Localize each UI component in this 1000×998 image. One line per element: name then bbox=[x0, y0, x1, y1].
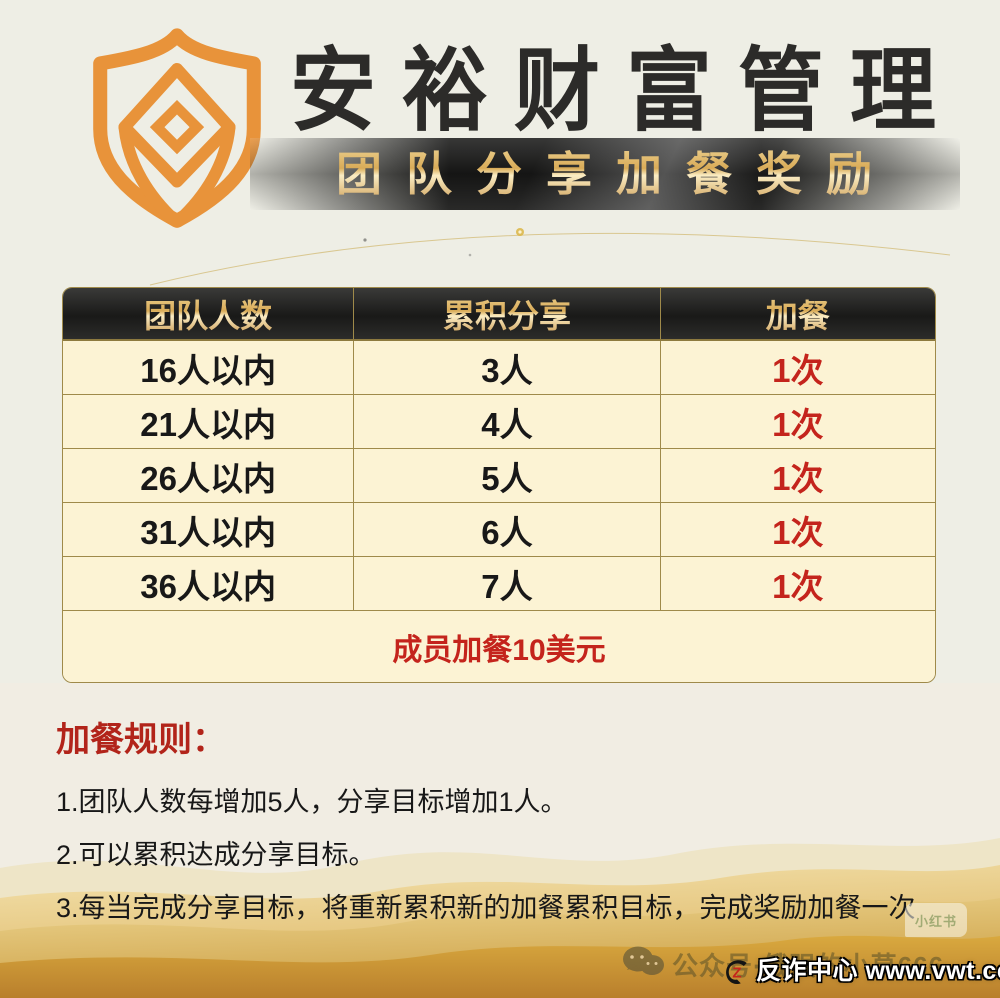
svg-text:Z: Z bbox=[732, 964, 741, 981]
